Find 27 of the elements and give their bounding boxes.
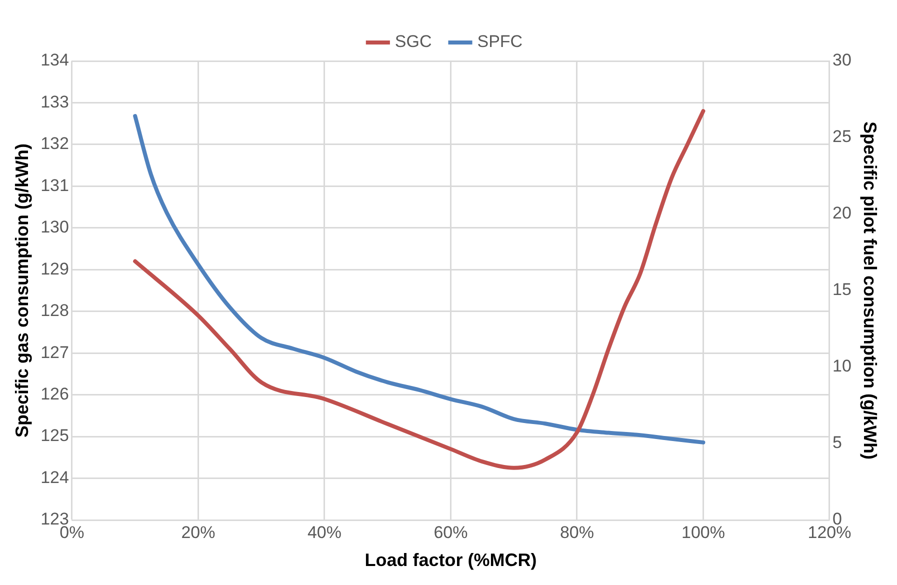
- x-tick-label: 80%: [560, 522, 594, 542]
- y2-tick-label: 20: [832, 204, 852, 223]
- x-tick-label: 20%: [181, 522, 216, 542]
- x-tick-label: 40%: [307, 522, 342, 542]
- y2-axis-title: Specific pilot fuel consumption (g/kWh): [860, 122, 880, 460]
- y-tick-label: 129: [40, 259, 69, 278]
- y-tick-label: 127: [40, 342, 69, 362]
- x-axis-title: Load factor (%MCR): [364, 550, 537, 570]
- y-axis-title: Specific gas consumption (g/kWh): [12, 143, 32, 438]
- y-tick-label: 126: [40, 384, 69, 404]
- y2-tick-label: 15: [832, 280, 852, 300]
- y2-tick-label: 30: [832, 50, 852, 70]
- x-tick-label: 60%: [434, 522, 468, 542]
- legend-label: SPFC: [477, 32, 523, 52]
- legend-label: SGC: [394, 32, 432, 52]
- y-tick-label: 124: [40, 468, 69, 487]
- y2-tick-label: 5: [832, 433, 842, 452]
- y-tick-label: 131: [40, 176, 69, 195]
- y-tick-label: 125: [40, 426, 69, 446]
- y-tick-label: 132: [40, 134, 69, 154]
- y-tick-label: 134: [40, 50, 69, 70]
- y2-tick-label: 25: [832, 127, 852, 146]
- y-tick-label: 133: [40, 92, 69, 112]
- y2-tick-label: 10: [832, 356, 852, 376]
- y-tick-label: 130: [40, 218, 69, 237]
- y-tick-label: 128: [40, 301, 69, 320]
- x-tick-label: 100%: [681, 522, 725, 542]
